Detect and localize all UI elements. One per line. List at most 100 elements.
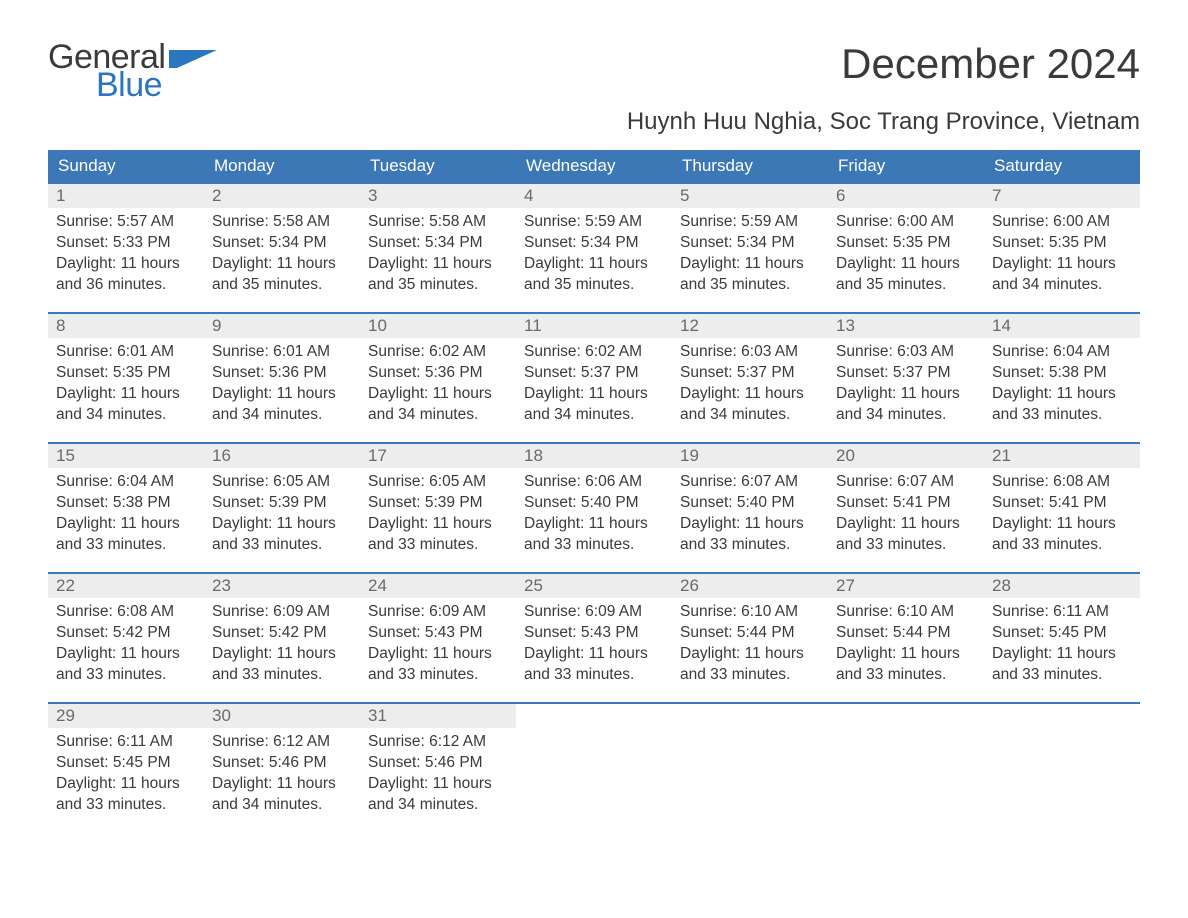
sunrise-line: Sunrise: 6:03 AM — [680, 342, 820, 363]
weekday-header: Thursday — [672, 150, 828, 182]
day-cell: 18Sunrise: 6:06 AMSunset: 5:40 PMDayligh… — [516, 444, 672, 572]
day-number: 15 — [48, 444, 204, 468]
day-details: Sunrise: 5:59 AMSunset: 5:34 PMDaylight:… — [672, 208, 828, 304]
day-cell: 4Sunrise: 5:59 AMSunset: 5:34 PMDaylight… — [516, 184, 672, 312]
day-cell: 21Sunrise: 6:08 AMSunset: 5:41 PMDayligh… — [984, 444, 1140, 572]
daylight-line: Daylight: 11 hours — [680, 514, 820, 535]
daylight-line: Daylight: 11 hours — [524, 384, 664, 405]
day-details: Sunrise: 6:09 AMSunset: 5:42 PMDaylight:… — [204, 598, 360, 694]
day-number: 29 — [48, 704, 204, 728]
weekday-header: Wednesday — [516, 150, 672, 182]
day-details: Sunrise: 6:00 AMSunset: 5:35 PMDaylight:… — [828, 208, 984, 304]
sunset-line: Sunset: 5:36 PM — [212, 363, 352, 384]
day-cell: 16Sunrise: 6:05 AMSunset: 5:39 PMDayligh… — [204, 444, 360, 572]
sunset-line: Sunset: 5:41 PM — [992, 493, 1132, 514]
day-cell: 24Sunrise: 6:09 AMSunset: 5:43 PMDayligh… — [360, 574, 516, 702]
sunset-line: Sunset: 5:42 PM — [56, 623, 196, 644]
daylight-line: and 33 minutes. — [56, 535, 196, 556]
day-number: 5 — [672, 184, 828, 208]
day-details: Sunrise: 6:03 AMSunset: 5:37 PMDaylight:… — [828, 338, 984, 434]
daylight-line: Daylight: 11 hours — [212, 644, 352, 665]
day-details: Sunrise: 6:10 AMSunset: 5:44 PMDaylight:… — [672, 598, 828, 694]
sunset-line: Sunset: 5:37 PM — [524, 363, 664, 384]
day-number: 9 — [204, 314, 360, 338]
daylight-line: and 33 minutes. — [368, 665, 508, 686]
sunrise-line: Sunrise: 6:03 AM — [836, 342, 976, 363]
day-number: 22 — [48, 574, 204, 598]
sunset-line: Sunset: 5:45 PM — [992, 623, 1132, 644]
sunset-line: Sunset: 5:34 PM — [368, 233, 508, 254]
sunrise-line: Sunrise: 6:01 AM — [212, 342, 352, 363]
daylight-line: Daylight: 11 hours — [836, 514, 976, 535]
sunset-line: Sunset: 5:45 PM — [56, 753, 196, 774]
daylight-line: and 33 minutes. — [368, 535, 508, 556]
day-cell: 23Sunrise: 6:09 AMSunset: 5:42 PMDayligh… — [204, 574, 360, 702]
day-details: Sunrise: 5:57 AMSunset: 5:33 PMDaylight:… — [48, 208, 204, 304]
sunrise-line: Sunrise: 6:11 AM — [992, 602, 1132, 623]
sunset-line: Sunset: 5:46 PM — [368, 753, 508, 774]
sunrise-line: Sunrise: 6:01 AM — [56, 342, 196, 363]
daylight-line: and 34 minutes. — [524, 405, 664, 426]
day-details: Sunrise: 6:12 AMSunset: 5:46 PMDaylight:… — [204, 728, 360, 824]
daylight-line: Daylight: 11 hours — [992, 384, 1132, 405]
day-details: Sunrise: 6:12 AMSunset: 5:46 PMDaylight:… — [360, 728, 516, 824]
sunset-line: Sunset: 5:41 PM — [836, 493, 976, 514]
day-details: Sunrise: 6:05 AMSunset: 5:39 PMDaylight:… — [204, 468, 360, 564]
day-number: 18 — [516, 444, 672, 468]
empty-cell — [984, 704, 1140, 832]
daylight-line: Daylight: 11 hours — [368, 644, 508, 665]
daylight-line: Daylight: 11 hours — [992, 254, 1132, 275]
daylight-line: Daylight: 11 hours — [524, 254, 664, 275]
sunset-line: Sunset: 5:46 PM — [212, 753, 352, 774]
daylight-line: and 36 minutes. — [56, 275, 196, 296]
day-cell: 25Sunrise: 6:09 AMSunset: 5:43 PMDayligh… — [516, 574, 672, 702]
daylight-line: and 33 minutes. — [56, 665, 196, 686]
sunrise-line: Sunrise: 6:05 AM — [368, 472, 508, 493]
day-details: Sunrise: 6:05 AMSunset: 5:39 PMDaylight:… — [360, 468, 516, 564]
day-number: 4 — [516, 184, 672, 208]
day-cell: 12Sunrise: 6:03 AMSunset: 5:37 PMDayligh… — [672, 314, 828, 442]
sunrise-line: Sunrise: 6:08 AM — [56, 602, 196, 623]
logo: General Blue — [48, 40, 219, 102]
day-number: 6 — [828, 184, 984, 208]
daylight-line: and 33 minutes. — [56, 795, 196, 816]
week-row: 29 Sunrise: 6:11 AMSunset: 5:45 PMDayligh… — [48, 702, 1140, 832]
week-row: 22Sunrise: 6:08 AMSunset: 5:42 PMDayligh… — [48, 572, 1140, 702]
daylight-line: and 33 minutes. — [524, 535, 664, 556]
sunrise-line: Sunrise: 5:59 AM — [680, 212, 820, 233]
sunrise-line: Sunrise: 6:02 AM — [524, 342, 664, 363]
week-row: 1Sunrise: 5:57 AMSunset: 5:33 PMDaylight… — [48, 182, 1140, 312]
day-number: 17 — [360, 444, 516, 468]
day-details: Sunrise: 6:02 AMSunset: 5:37 PMDaylight:… — [516, 338, 672, 434]
daylight-line: and 34 minutes. — [212, 795, 352, 816]
day-cell: 9Sunrise: 6:01 AMSunset: 5:36 PMDaylight… — [204, 314, 360, 442]
daylight-line: and 33 minutes. — [992, 665, 1132, 686]
daylight-line: and 35 minutes. — [524, 275, 664, 296]
empty-cell — [516, 704, 672, 832]
weekday-header: Monday — [204, 150, 360, 182]
day-details: Sunrise: 5:59 AMSunset: 5:34 PMDaylight:… — [516, 208, 672, 304]
daylight-line: and 35 minutes. — [212, 275, 352, 296]
day-number: 2 — [204, 184, 360, 208]
daylight-line: Daylight: 11 hours — [56, 774, 196, 795]
daylight-line: Daylight: 11 hours — [212, 514, 352, 535]
day-number: 1 — [48, 184, 204, 208]
day-cell: 5Sunrise: 5:59 AMSunset: 5:34 PMDaylight… — [672, 184, 828, 312]
day-cell: 31Sunrise: 6:12 AMSunset: 5:46 PMDayligh… — [360, 704, 516, 832]
day-number: 31 — [360, 704, 516, 728]
sunset-line: Sunset: 5:44 PM — [836, 623, 976, 644]
day-cell: 28Sunrise: 6:11 AMSunset: 5:45 PMDayligh… — [984, 574, 1140, 702]
sunset-line: Sunset: 5:44 PM — [680, 623, 820, 644]
day-cell: 29 Sunrise: 6:11 AMSunset: 5:45 PMDayligh… — [48, 704, 204, 832]
day-number: 20 — [828, 444, 984, 468]
day-cell: 19Sunrise: 6:07 AMSunset: 5:40 PMDayligh… — [672, 444, 828, 572]
daylight-line: Daylight: 11 hours — [56, 644, 196, 665]
sunrise-line: Sunrise: 6:11 AM — [56, 732, 196, 753]
sunrise-line: Sunrise: 6:12 AM — [368, 732, 508, 753]
day-number: 30 — [204, 704, 360, 728]
daylight-line: and 34 minutes. — [836, 405, 976, 426]
sunset-line: Sunset: 5:33 PM — [56, 233, 196, 254]
sunrise-line: Sunrise: 6:09 AM — [524, 602, 664, 623]
daylight-line: and 34 minutes. — [680, 405, 820, 426]
day-number: 10 — [360, 314, 516, 338]
